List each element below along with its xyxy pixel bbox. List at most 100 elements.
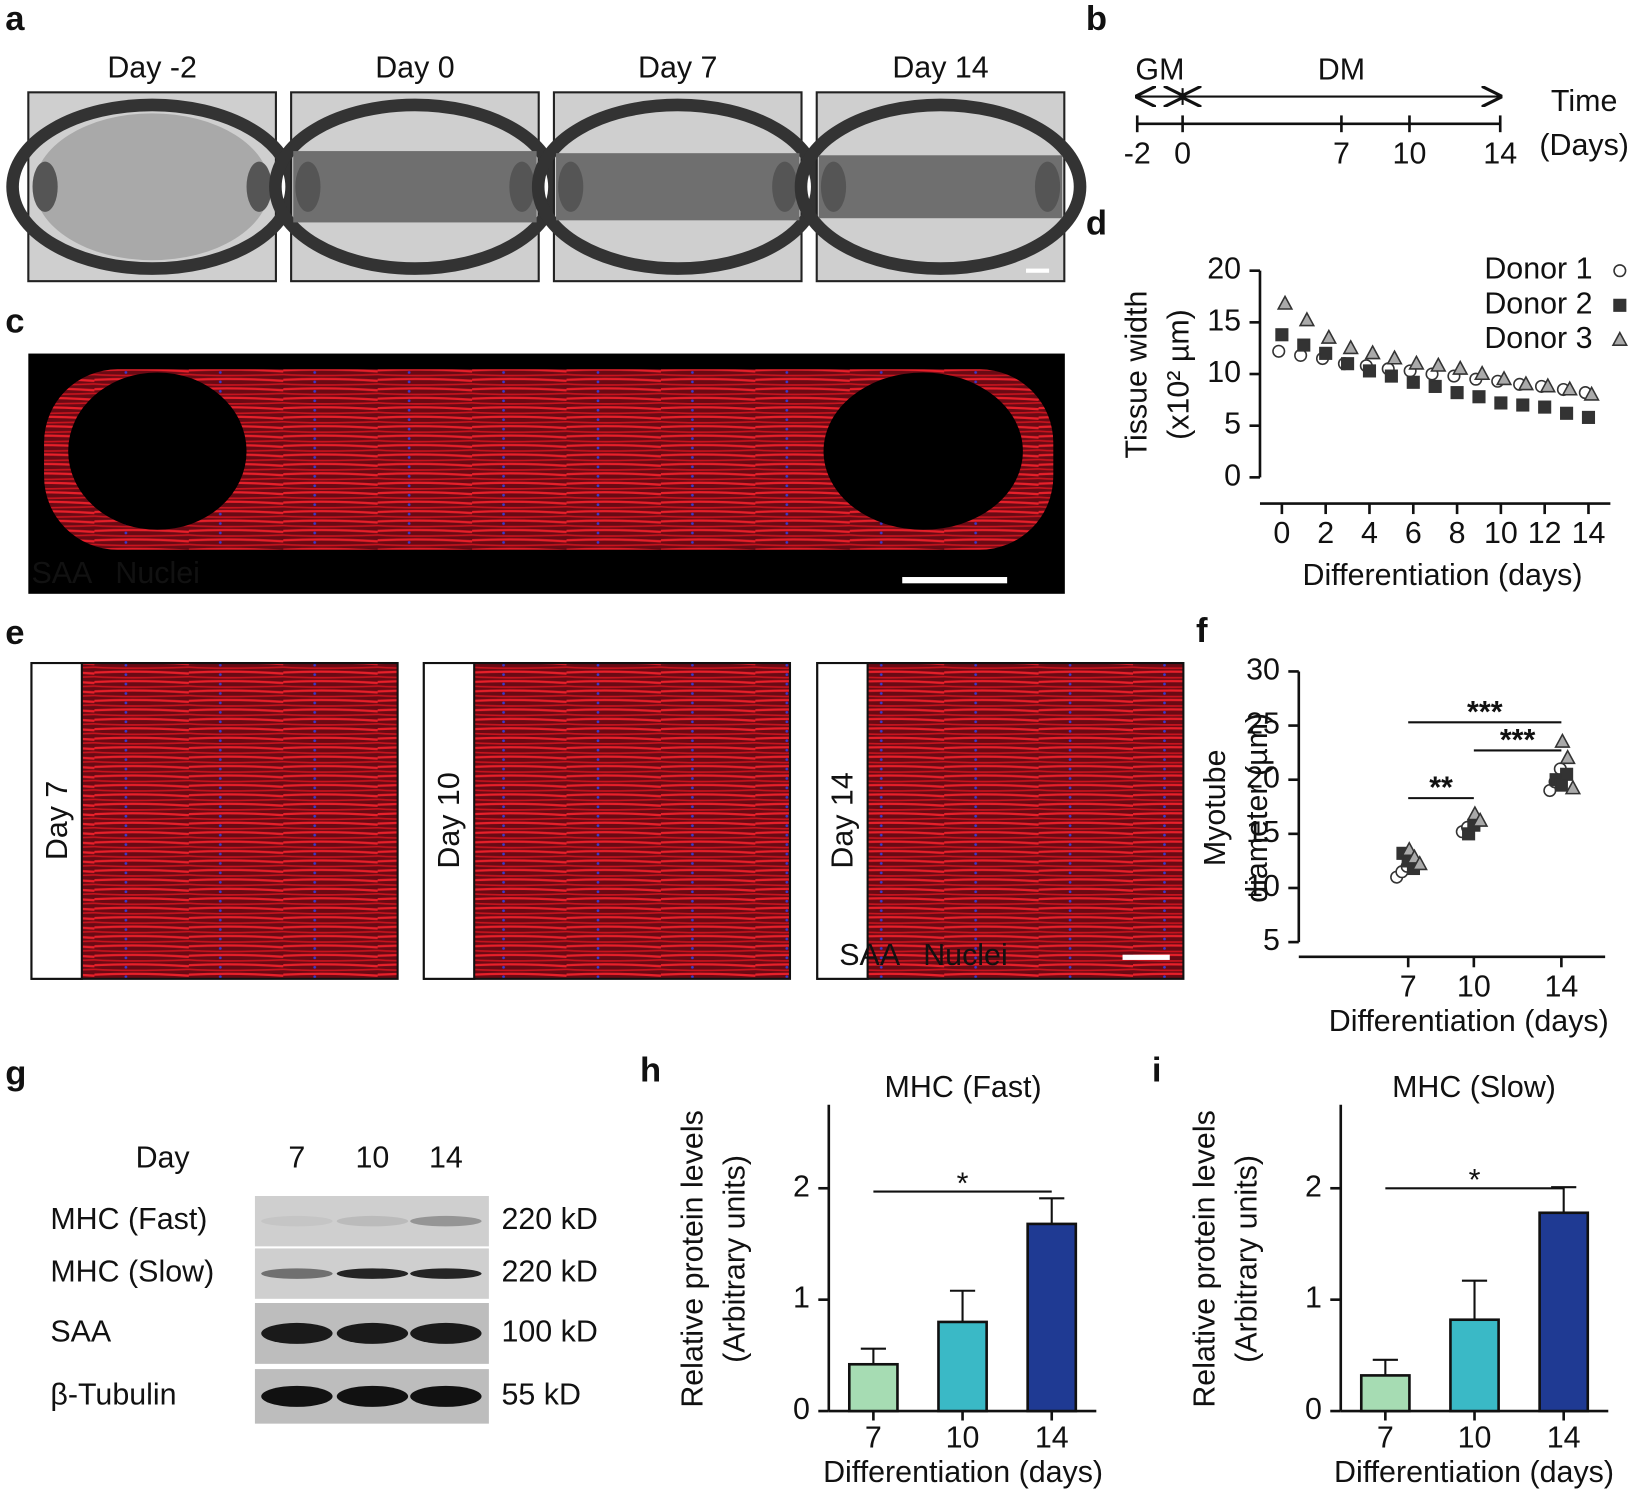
point [1297, 338, 1311, 352]
point [1517, 375, 1535, 391]
y-axis-title: (Arbitrary units) [1229, 1155, 1263, 1363]
tissue [44, 369, 1054, 550]
y-tick-label: 15 [1207, 303, 1241, 337]
bar [1538, 1211, 1590, 1413]
point [1386, 349, 1403, 365]
point [1494, 396, 1508, 410]
point [1320, 328, 1337, 344]
post [820, 161, 847, 212]
band [336, 1385, 409, 1407]
point [1452, 359, 1469, 375]
x-tick-label: 7 [1377, 1420, 1394, 1454]
point [1560, 767, 1574, 781]
confocal-image [30, 661, 399, 980]
phase-label: GM [1135, 52, 1184, 86]
bar [937, 1320, 988, 1413]
point [1276, 294, 1294, 310]
point [1495, 370, 1513, 386]
image-label: Day 7 [40, 781, 74, 860]
scale-bar [902, 577, 1008, 584]
y-tick-label: 30 [1246, 652, 1280, 686]
x-tick-label: 14 [1572, 516, 1606, 550]
protein-label: β-Tubulin [50, 1377, 176, 1411]
y-tick-label: 5 [1263, 923, 1280, 957]
x-axis-title: Differentiation (days) [823, 1455, 1103, 1489]
point [1272, 344, 1286, 358]
x-tick-label: 8 [1449, 516, 1466, 550]
x-axis-title: Differentiation (days) [1303, 558, 1583, 592]
point [1341, 357, 1355, 371]
x-tick-label: 10 [946, 1420, 980, 1454]
post [772, 161, 798, 212]
point [1384, 369, 1398, 383]
axis-title: Time [1551, 84, 1617, 118]
image-title: Day 0 [375, 50, 454, 84]
point [1319, 346, 1333, 360]
point [1611, 330, 1628, 346]
image-title: Day 7 [638, 50, 717, 84]
chart-title: MHC (Fast) [885, 1070, 1042, 1104]
y-tick-label: 5 [1224, 407, 1241, 441]
image-title: Day -2 [107, 50, 197, 84]
axis-title: (Days) [1539, 128, 1629, 162]
legend-label: Donor 1 [1484, 252, 1592, 286]
x-tick-label: 7 [1400, 969, 1417, 1003]
legend-label: Donor 2 [1484, 286, 1592, 320]
timeline-label: 14 [1483, 136, 1517, 170]
panel-label: f [1196, 612, 1208, 650]
phase-label: DM [1318, 52, 1365, 86]
point [1275, 328, 1289, 342]
image-label: Day 10 [432, 772, 466, 868]
y-tick-label: 0 [1305, 1392, 1322, 1426]
y-tick-label: 20 [1246, 761, 1280, 795]
panel-label: a [5, 0, 25, 38]
y-tick-label: 1 [793, 1281, 810, 1315]
point [1564, 779, 1582, 795]
x-tick-label: 10 [1484, 516, 1518, 550]
y-tick-label: 10 [1207, 355, 1241, 389]
band [410, 1268, 482, 1279]
significance-label: *** [1467, 695, 1503, 729]
band [261, 1322, 333, 1344]
image-label: Day 14 [826, 772, 860, 868]
tissue [293, 151, 537, 223]
point [1613, 264, 1627, 278]
point [1450, 386, 1464, 400]
point [1364, 344, 1381, 360]
panel-label: i [1152, 1051, 1162, 1089]
x-tick-label: 6 [1405, 516, 1422, 550]
protein-label: MHC (Slow) [50, 1255, 214, 1289]
point [1561, 380, 1578, 396]
post [32, 161, 58, 212]
x-tick-label: 0 [1273, 516, 1290, 550]
x-tick-label: 4 [1361, 516, 1378, 550]
y-axis-title: (x10² µm) [1161, 309, 1195, 440]
confocal-image [422, 661, 792, 980]
y-tick-label: 2 [1305, 1169, 1322, 1203]
y-axis-title: Myotube [1198, 750, 1232, 867]
label-strip [422, 661, 476, 980]
point [1581, 410, 1596, 424]
significance-label: ** [1429, 771, 1453, 805]
post [509, 161, 535, 212]
size-label: 100 kD [501, 1314, 597, 1348]
stain-label: SAA [839, 938, 901, 972]
confocal-image [816, 661, 1185, 980]
protein-label: SAA [50, 1314, 112, 1348]
x-tick-label: 14 [1035, 1420, 1069, 1454]
point [1342, 339, 1359, 355]
y-tick-label: 2 [793, 1169, 810, 1203]
stain-label: Nuclei [923, 938, 1008, 972]
point [1473, 365, 1491, 381]
significance-label: * [1469, 1163, 1481, 1197]
x-tick-label: 7 [865, 1420, 882, 1454]
lane-label: 14 [429, 1140, 463, 1174]
post [558, 161, 584, 212]
point [1559, 749, 1576, 765]
panel-label: h [640, 1051, 661, 1089]
tissue [818, 155, 1063, 219]
y-axis-title: diameter (µm) [1240, 713, 1274, 903]
y-tick-label: 25 [1246, 707, 1280, 741]
y-axis-title: (Arbitrary units) [718, 1155, 752, 1363]
